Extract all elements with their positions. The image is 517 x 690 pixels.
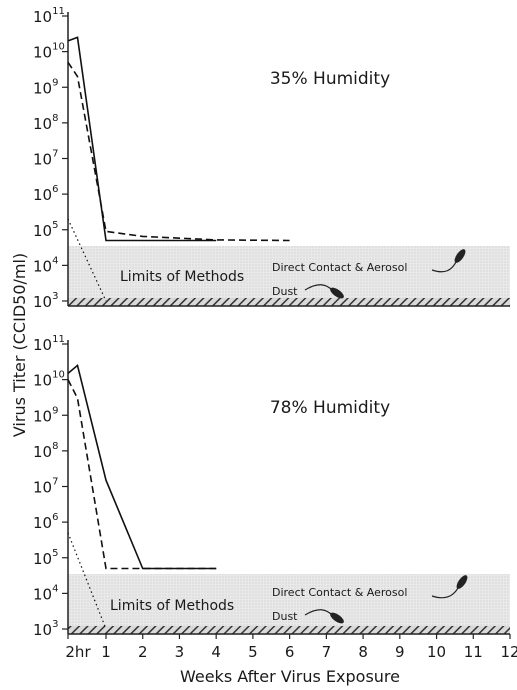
y-tick-label: 1011 <box>33 6 65 26</box>
x-tick-label: 2 <box>138 643 148 661</box>
y-tick-label: 105 <box>33 220 58 240</box>
x-tick-label: 2hr <box>65 643 91 661</box>
x-tick-label: 4 <box>211 643 221 661</box>
series-line-dashed <box>67 61 290 242</box>
series-line-solid <box>67 363 217 570</box>
arrowhead-direct-contact <box>454 249 466 263</box>
x-tick-label: 12 <box>500 643 517 661</box>
y-tick-label: 109 <box>33 77 58 97</box>
y-tick-label: 104 <box>33 255 58 275</box>
limits-label: Limits of Methods <box>120 269 244 285</box>
y-tick-group: 1011 1010 109 108 107 106 105 104 103 <box>33 6 68 311</box>
annotation-dust: Dust <box>272 610 298 623</box>
y-tick-label: 1010 <box>33 370 65 390</box>
limits-band <box>68 246 510 298</box>
annotation-dust: Dust <box>272 285 298 298</box>
y-tick-label: 1010 <box>33 42 65 62</box>
baseline-hatch <box>68 298 510 306</box>
y-tick-label: 106 <box>33 512 58 532</box>
x-tick-label: 7 <box>322 643 332 661</box>
series-line-dotted <box>67 532 107 630</box>
x-tick-label: 3 <box>175 643 185 661</box>
series-group <box>67 363 217 630</box>
annotation-direct-contact: Direct Contact & Aerosol <box>272 261 407 274</box>
y-tick-label: 105 <box>33 548 58 568</box>
x-tick-group: 2hr 1 2 3 4 5 6 7 8 9 10 11 12 <box>65 634 517 661</box>
y-tick-label: 106 <box>33 184 58 204</box>
y-tick-label: 103 <box>33 619 58 639</box>
panel-title: 35% Humidity <box>270 69 390 89</box>
y-tick-label: 104 <box>33 583 58 603</box>
x-tick-label: 10 <box>427 643 446 661</box>
baseline-hatch <box>68 626 510 634</box>
panel-title: 78% Humidity <box>270 398 390 418</box>
arrowhead-dust <box>330 612 344 624</box>
y-tick-label: 1011 <box>33 334 65 354</box>
series-group <box>67 36 290 302</box>
annotation-direct-contact: Direct Contact & Aerosol <box>272 586 407 599</box>
series-line-dotted <box>67 218 107 302</box>
y-tick-label: 107 <box>33 477 58 497</box>
series-line-solid <box>67 36 217 242</box>
arrowhead-direct-contact <box>456 575 468 589</box>
y-tick-label: 108 <box>33 113 58 133</box>
limits-band <box>68 574 510 626</box>
y-axis-title: Virus Titer (CCID50/ml) <box>10 253 29 437</box>
limits-label: Limits of Methods <box>110 598 234 614</box>
x-tick-label: 1 <box>101 643 111 661</box>
y-tick-label: 103 <box>33 291 58 311</box>
panel-35-humidity: 1011 1010 109 108 107 106 105 104 103 35% Humidi… <box>33 6 510 311</box>
x-tick-label: 11 <box>464 643 483 661</box>
y-tick-label: 108 <box>33 441 58 461</box>
x-tick-label: 5 <box>248 643 258 661</box>
y-tick-label: 107 <box>33 149 58 169</box>
x-tick-label: 6 <box>285 643 295 661</box>
x-tick-label: 9 <box>395 643 405 661</box>
x-axis-title: Weeks After Virus Exposure <box>180 667 400 686</box>
y-tick-group: 1011 1010 109 108 107 106 105 104 103 <box>33 334 68 639</box>
x-tick-label: 8 <box>358 643 368 661</box>
arrowhead-dust <box>330 287 344 299</box>
y-tick-label: 109 <box>33 405 58 425</box>
series-line-dashed <box>67 379 217 570</box>
